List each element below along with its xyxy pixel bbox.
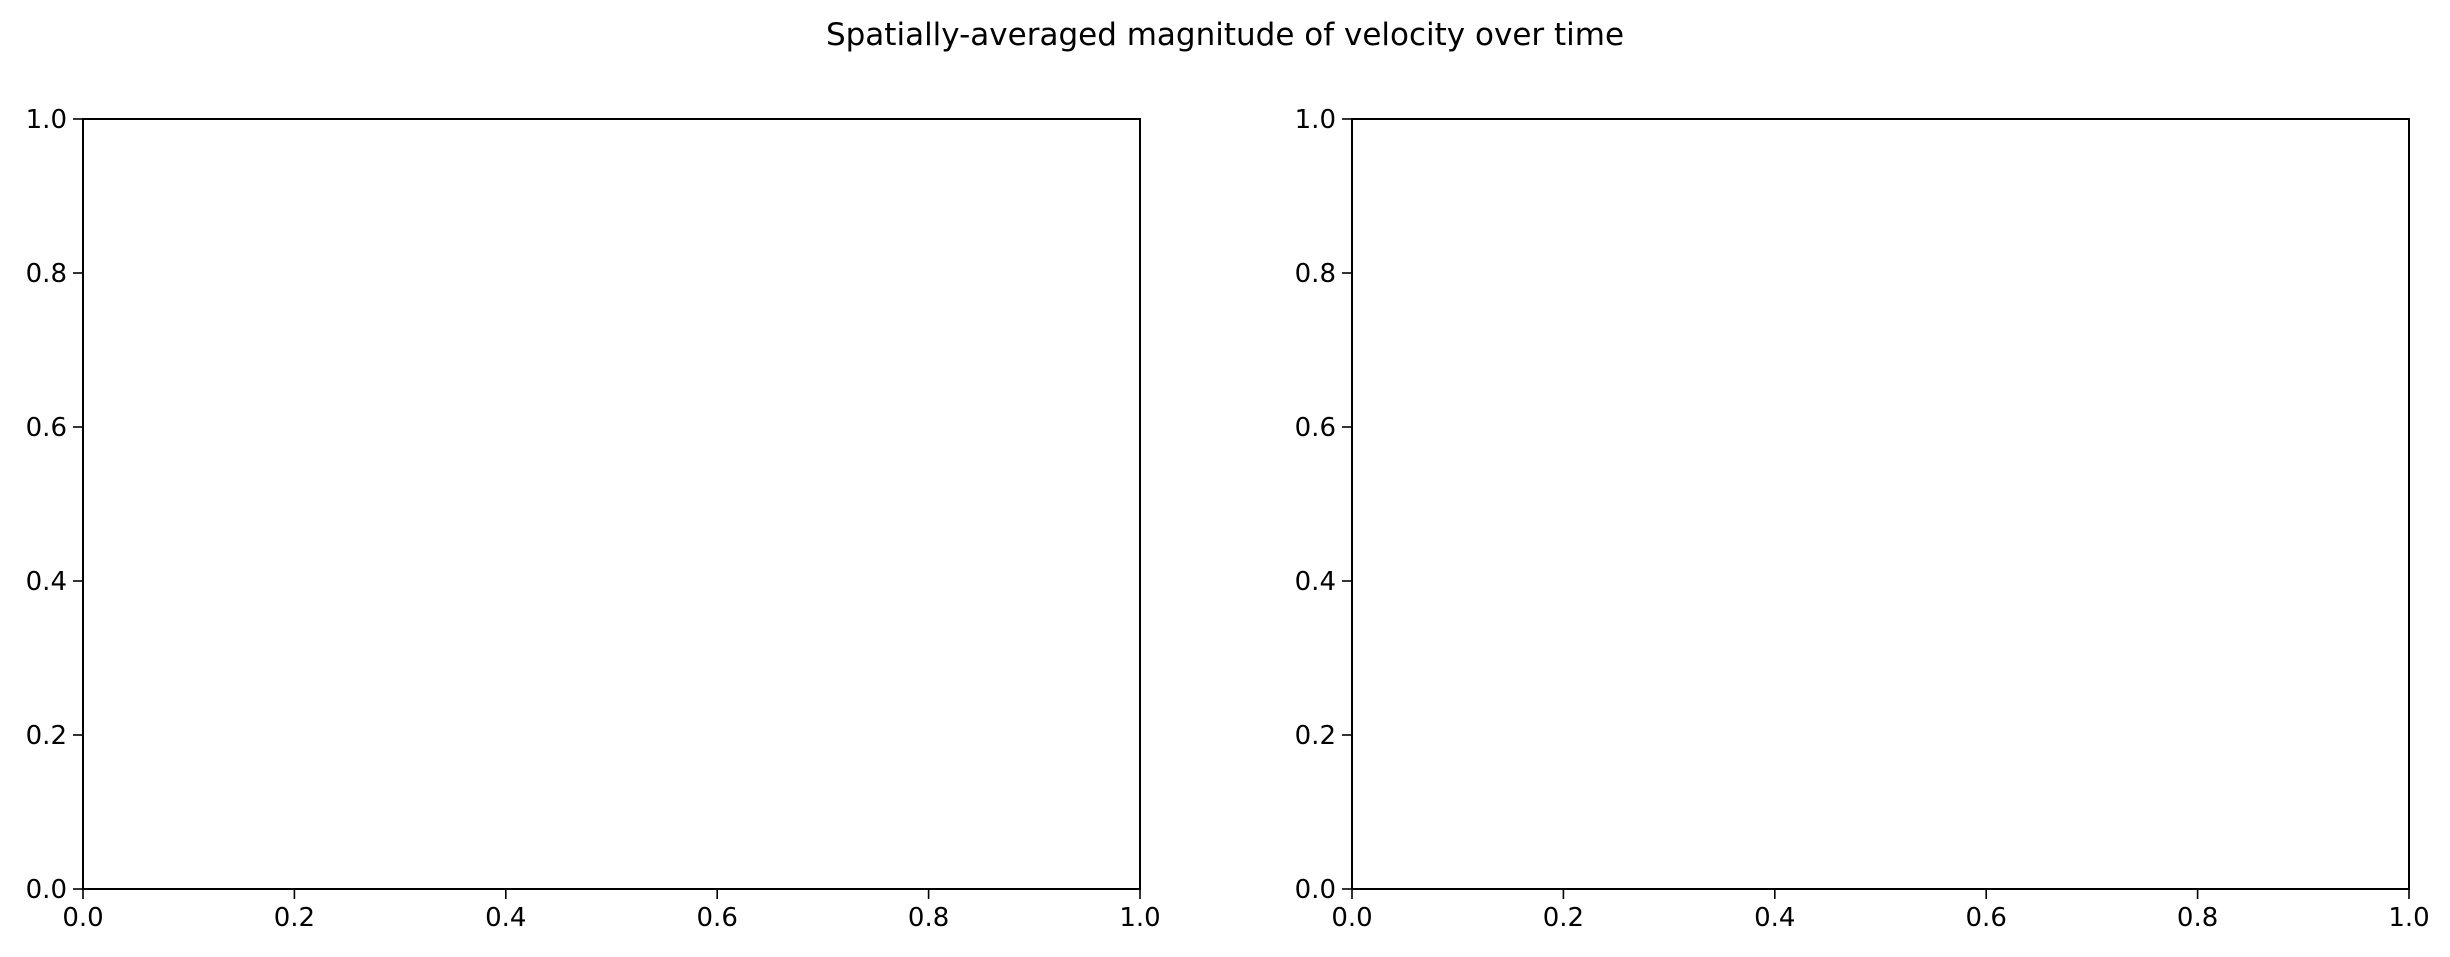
plot-area-left xyxy=(82,118,1141,890)
plot-area-right xyxy=(1351,118,2410,890)
y-tick-label-right-3: 0.6 xyxy=(1295,413,1336,443)
y-tick-label-left-1: 0.2 xyxy=(26,721,67,751)
x-tick-label-right-4: 0.8 xyxy=(2177,903,2218,933)
y-tick-label-left-3: 0.6 xyxy=(26,413,67,443)
y-tick-label-right-0: 0.0 xyxy=(1295,875,1336,905)
x-tick-label-left-4: 0.8 xyxy=(908,903,949,933)
x-tick-label-left-5: 1.0 xyxy=(1119,903,1160,933)
y-tick-label-left-0: 0.0 xyxy=(26,875,67,905)
x-tick-label-right-3: 0.6 xyxy=(1966,903,2007,933)
y-tick-label-right-2: 0.4 xyxy=(1295,567,1336,597)
figure-suptitle: Spatially-averaged magnitude of velocity… xyxy=(826,17,1624,53)
y-tick-label-left-2: 0.4 xyxy=(26,567,67,597)
y-tick-label-right-4: 0.8 xyxy=(1295,259,1336,289)
x-tick-label-left-2: 0.4 xyxy=(485,903,526,933)
subplot-right: 0.0 0.2 0.4 0.6 0.8 1.0 0.0 0.2 0.4 0.6 0.8 1.0 xyxy=(1295,105,2430,933)
subplot-left: 0.0 0.2 0.4 0.6 0.8 1.0 0.0 0.2 0.4 0.6 0.8 1.0 xyxy=(26,105,1161,933)
y-tick-label-right-5: 1.0 xyxy=(1295,105,1336,135)
x-tick-label-right-0: 0.0 xyxy=(1331,903,1372,933)
x-tick-label-left-0: 0.0 xyxy=(62,903,103,933)
y-tick-label-left-4: 0.8 xyxy=(26,259,67,289)
y-tick-label-right-1: 0.2 xyxy=(1295,721,1336,751)
x-tick-label-right-1: 0.2 xyxy=(1543,903,1584,933)
x-tick-label-left-3: 0.6 xyxy=(697,903,738,933)
y-tick-label-left-5: 1.0 xyxy=(26,105,67,135)
x-tick-label-right-2: 0.4 xyxy=(1754,903,1795,933)
x-tick-label-right-5: 1.0 xyxy=(2388,903,2429,933)
x-tick-label-left-1: 0.2 xyxy=(274,903,315,933)
